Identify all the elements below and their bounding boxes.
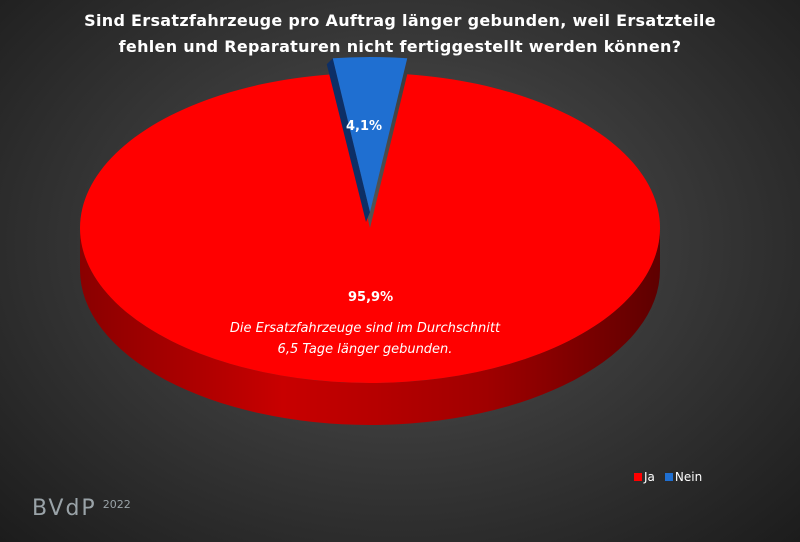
pie-slice-ja <box>79 74 660 384</box>
brand-logo: BVdP 2022 <box>32 496 131 521</box>
chart-title-line-2: fehlen und Reparaturen nicht fertiggeste… <box>118 37 682 56</box>
legend-label-nein: Nein <box>674 470 703 484</box>
pie-slice-nein-side <box>326 58 370 222</box>
annotation-note: Die Ersatzfahrzeuge sind im Durchschnitt… <box>200 318 530 360</box>
chart-legend: Ja Nein <box>634 470 708 484</box>
pie-slice-ja-side <box>80 228 660 425</box>
chart-title-line-1: Sind Ersatzfahrzeuge pro Auftrag länger … <box>84 11 716 30</box>
legend-label-ja: Ja <box>644 470 655 484</box>
annotation-line-1: Die Ersatzfahrzeuge sind im Durchschnitt <box>229 321 501 336</box>
chart-title: Sind Ersatzfahrzeuge pro Auftrag länger … <box>0 8 800 60</box>
brand-year: 2022 <box>102 498 131 511</box>
pie-slice-nein <box>332 57 408 212</box>
legend-item-ja: Ja <box>634 470 655 484</box>
annotation-line-2: 6,5 Tage länger gebunden. <box>277 342 453 357</box>
slice-label-nein: 4,1% <box>346 119 383 134</box>
legend-swatch-ja <box>634 473 642 481</box>
legend-item-nein: Nein <box>664 470 703 484</box>
legend-swatch-nein <box>664 473 673 481</box>
brand-logo-text: BVdP <box>32 496 97 521</box>
slice-label-ja: 95,9% <box>348 290 394 305</box>
